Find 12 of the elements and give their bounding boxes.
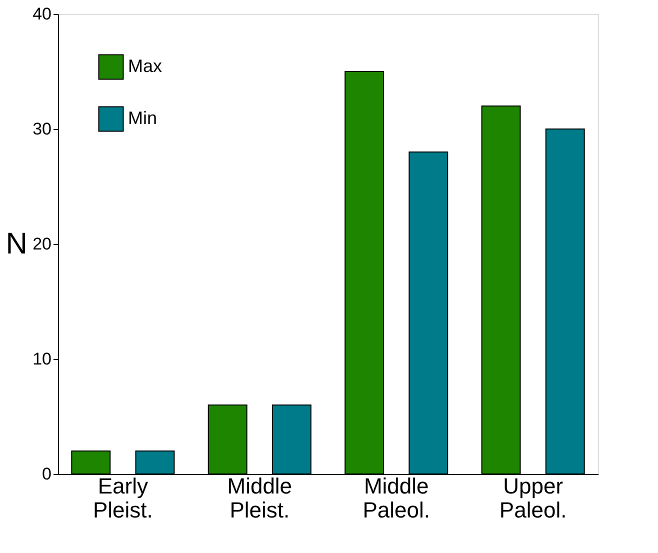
y-tick-label: 40 — [32, 4, 52, 24]
x-tick-label: Early Pleist. — [92, 474, 153, 522]
y-tick-label: 10 — [32, 350, 52, 368]
y-axis-title: N — [6, 228, 28, 260]
x-tick-label: Middle Paleol. — [362, 474, 430, 522]
x-tick-label: Upper Paleol. — [499, 474, 567, 522]
legend-label: Min — [128, 108, 158, 128]
y-tick-label: 20 — [32, 234, 52, 254]
x-tick-label: Middle Pleist. — [227, 474, 292, 522]
y-tick-label: 0 — [42, 464, 52, 484]
y-tick-label: 30 — [32, 120, 52, 138]
legend-label: Max — [128, 56, 162, 76]
